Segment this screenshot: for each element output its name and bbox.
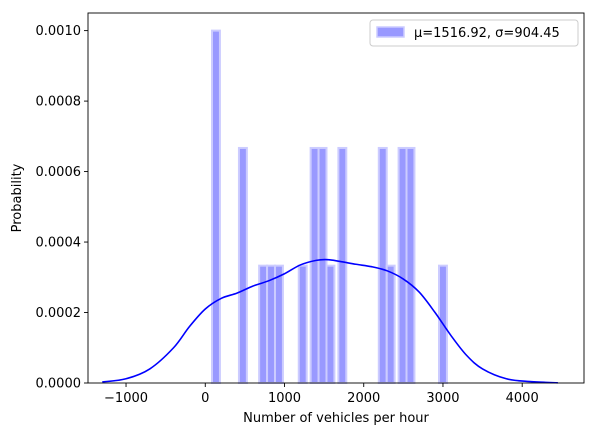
x-tick-label: 0 <box>201 391 209 406</box>
legend-swatch <box>376 26 405 38</box>
x-tick-label: 2000 <box>347 391 380 406</box>
y-axis-ticks: 0.0000 0.0002 0.0004 0.0006 0.0008 0.0010 <box>36 24 88 392</box>
legend-label: μ=1516.92, σ=904.45 <box>414 26 560 41</box>
x-tick-label: 3000 <box>426 391 459 406</box>
histogram-bar <box>266 264 276 384</box>
kde-curve <box>102 258 558 384</box>
histogram-bar <box>211 29 221 384</box>
axes-frame <box>87 12 585 384</box>
histogram-bar <box>405 146 416 384</box>
histogram-bar <box>237 146 248 384</box>
x-axis-label: Number of vehicles per hour <box>243 411 429 426</box>
legend: μ=1516.92, σ=904.45 <box>369 19 579 47</box>
histogram-bars <box>211 29 448 384</box>
y-tick-label: 0.0004 <box>36 236 82 251</box>
y-tick-label: 0.0006 <box>36 165 82 180</box>
y-tick-label: 0.0010 <box>36 24 82 39</box>
histogram-bar <box>317 146 328 384</box>
x-tick-label: 4000 <box>506 391 539 406</box>
y-tick-label: 0.0008 <box>36 95 82 110</box>
histogram-bar <box>377 146 388 384</box>
histogram-bar <box>309 146 320 384</box>
x-axis-ticks: −1000 0 1000 2000 3000 4000 <box>104 383 539 406</box>
y-tick-label: 0.0000 <box>36 377 82 392</box>
y-tick-label: 0.0002 <box>36 306 82 321</box>
histogram-bar <box>385 264 396 384</box>
histogram-bar <box>337 146 348 384</box>
legend-box <box>369 19 579 47</box>
histogram-bar <box>325 264 336 384</box>
y-axis-label: Probability <box>10 163 25 232</box>
x-tick-label: −1000 <box>104 391 148 406</box>
x-tick-label: 1000 <box>268 391 301 406</box>
histogram-bar <box>297 264 308 384</box>
histogram-bar <box>397 146 408 384</box>
histogram-bar <box>273 264 284 384</box>
